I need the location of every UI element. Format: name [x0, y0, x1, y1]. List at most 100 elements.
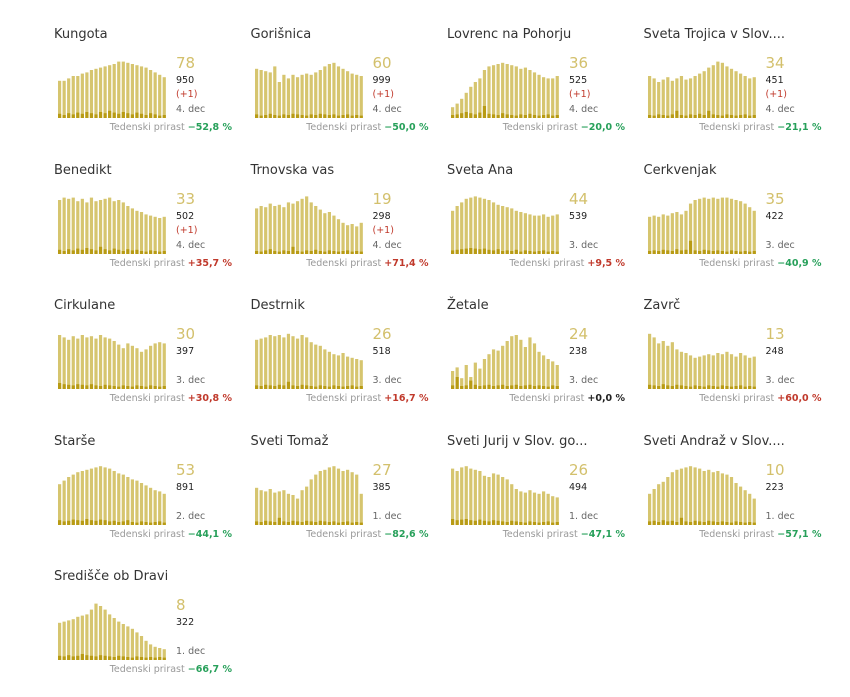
- new-cases-bar: [144, 657, 148, 660]
- new-cases-bar: [451, 249, 455, 254]
- municipality-card[interactable]: Starše 53 891 2. dec Tedenski prirast −44,1 …: [54, 431, 232, 556]
- new-cases-bar: [665, 115, 669, 118]
- new-cases-bar: [58, 655, 62, 660]
- municipality-card[interactable]: Cerkvenjak 35 422 3. dec Tedenski prirast −4…: [644, 160, 822, 285]
- active-cases-bar: [71, 474, 75, 525]
- new-cases-bar: [487, 249, 491, 254]
- new-cases-bar: [286, 250, 290, 254]
- active-cases-bar: [80, 335, 84, 389]
- municipality-name: Lovrenc na Pohorju: [447, 27, 572, 42]
- new-cases-bar: [300, 115, 304, 118]
- active-cases-bar: [350, 73, 354, 118]
- total-cases-value: 385: [372, 481, 391, 493]
- active-cases-bar: [130, 64, 134, 118]
- active-cases-bar: [300, 74, 304, 118]
- active-cases-bar: [747, 493, 751, 525]
- new-cases-bar: [76, 655, 80, 660]
- municipality-card[interactable]: Sveti Andraž v Slov.... 10 223 1. dec Tedens…: [643, 431, 822, 556]
- active-cases-bar: [108, 65, 112, 118]
- new-cases-bar: [98, 246, 103, 254]
- new-cases-bar: [103, 655, 107, 660]
- new-cases-bar: [706, 520, 710, 525]
- new-cases-bar: [58, 383, 62, 389]
- active-cases-bar: [665, 215, 669, 254]
- active-cases-bar: [532, 492, 537, 525]
- municipality-card[interactable]: Sveti Jurij v Slov. go... 26 494 1. dec Tede…: [447, 431, 625, 556]
- active-cases-bar: [336, 468, 340, 525]
- sparkline-chart: [58, 465, 166, 525]
- active-cases-bar: [519, 68, 523, 118]
- new-cases-bar: [743, 250, 747, 254]
- active-cases-bar: [309, 478, 313, 525]
- new-cases-bar: [674, 521, 678, 525]
- new-cases-bar: [460, 113, 464, 118]
- municipality-card[interactable]: Trnovska vas 19 298 (+1) 4. dec Tedenski prir…: [251, 160, 429, 285]
- new-cases-bar: [354, 386, 358, 389]
- total-cases-value: 539: [569, 210, 588, 222]
- municipality-name: Cirkulane: [54, 298, 116, 313]
- new-cases-bar: [720, 250, 724, 254]
- sparkline-chart: [254, 333, 363, 389]
- municipality-card[interactable]: Benedikt 33 502 (+1) 4. dec Tedenski prirast …: [54, 160, 232, 285]
- new-cases-bar: [510, 385, 514, 389]
- active-cases-bar: [733, 71, 738, 118]
- active-cases-bar: [683, 353, 688, 389]
- active-cases-bar: [112, 200, 116, 254]
- new-cases-bar: [304, 520, 308, 525]
- active-cases-bar: [144, 67, 148, 118]
- new-cases-bar: [281, 385, 285, 389]
- active-cases-bar: [135, 65, 139, 118]
- municipality-card[interactable]: Sveta Trojica v Slov.... 34 451 (+1) 4. dec T…: [644, 24, 822, 149]
- municipality-card[interactable]: Sveti Tomaž 27 385 1. dec Tedenski prirast −…: [251, 431, 429, 556]
- active-cases-bar: [272, 492, 276, 525]
- municipality-card[interactable]: Destrnik 26 518 3. dec Tedenski prirast +16,…: [250, 295, 429, 420]
- new-cases-bar: [733, 386, 738, 389]
- new-cases-bar: [144, 115, 148, 118]
- municipality-card[interactable]: Sveta Ana 44 539 3. dec Tedenski prirast +9,…: [447, 160, 625, 285]
- new-cases-bar: [491, 519, 496, 525]
- active-cases-bar: [715, 353, 719, 389]
- new-cases-bar: [679, 517, 683, 525]
- active-cases-bar: [345, 469, 349, 525]
- new-cases-bar: [286, 115, 290, 118]
- new-cases-bar: [295, 250, 299, 254]
- active-cases-bar: [153, 343, 157, 389]
- active-cases-bar: [359, 360, 363, 389]
- active-cases-bar: [752, 210, 756, 254]
- active-cases-bar: [537, 351, 541, 389]
- active-cases-bar: [510, 483, 514, 525]
- new-cases-bar: [67, 520, 71, 525]
- new-cases-bar: [652, 115, 656, 118]
- municipality-card[interactable]: Zavrč 13 248 3. dec Tedenski prirast +60,0 %: [644, 295, 822, 420]
- municipality-name: Destrnik: [250, 298, 305, 313]
- active-cases-bar: [496, 204, 500, 254]
- new-cases-bar: [683, 386, 688, 389]
- active-cases-bar: [158, 490, 162, 525]
- total-cases-value: 502: [176, 210, 195, 222]
- active-cases-bar: [94, 466, 98, 525]
- municipality-card[interactable]: Kungota 78 950 (+1) 4. dec Tedenski prirast −…: [54, 24, 232, 149]
- municipality-card[interactable]: Cirkulane 30 397 3. dec Tedenski prirast +30…: [54, 295, 232, 420]
- active-cases-bar: [331, 465, 336, 525]
- new-cases-bar: [510, 115, 514, 118]
- municipality-name: Žetale: [447, 298, 489, 313]
- municipality-card[interactable]: Središče ob Dravi 8 322 1. dec Tedenski prir…: [54, 566, 232, 691]
- new-cases-bar: [126, 519, 130, 525]
- municipality-card[interactable]: Žetale 24 238 3. dec Tedenski prirast +0,0 %: [447, 295, 625, 420]
- municipality-card[interactable]: Lovrenc na Pohorju 36 525 (+1) 4. dec Tedensk…: [447, 24, 625, 149]
- active-cases-bar: [514, 66, 518, 118]
- active-cases-bar: [729, 68, 733, 118]
- new-cases-bar: [729, 115, 733, 118]
- municipality-name: Sveti Andraž v Slov....: [643, 433, 785, 449]
- active-cases-bar: [254, 487, 258, 525]
- new-cases-bar: [331, 385, 336, 389]
- active-cases-bar: [478, 78, 482, 118]
- active-cases-bar: [693, 357, 697, 389]
- new-cases-bar: [263, 384, 267, 389]
- new-cases-bar: [478, 519, 482, 525]
- new-cases-bar: [505, 386, 509, 389]
- municipality-card[interactable]: Gorišnica 60 999 (+1) 4. dec Tedenski prirast…: [251, 24, 429, 149]
- active-cases-bar: [523, 67, 527, 118]
- new-cases-bar: [747, 521, 751, 525]
- active-cases-bar: [738, 486, 742, 525]
